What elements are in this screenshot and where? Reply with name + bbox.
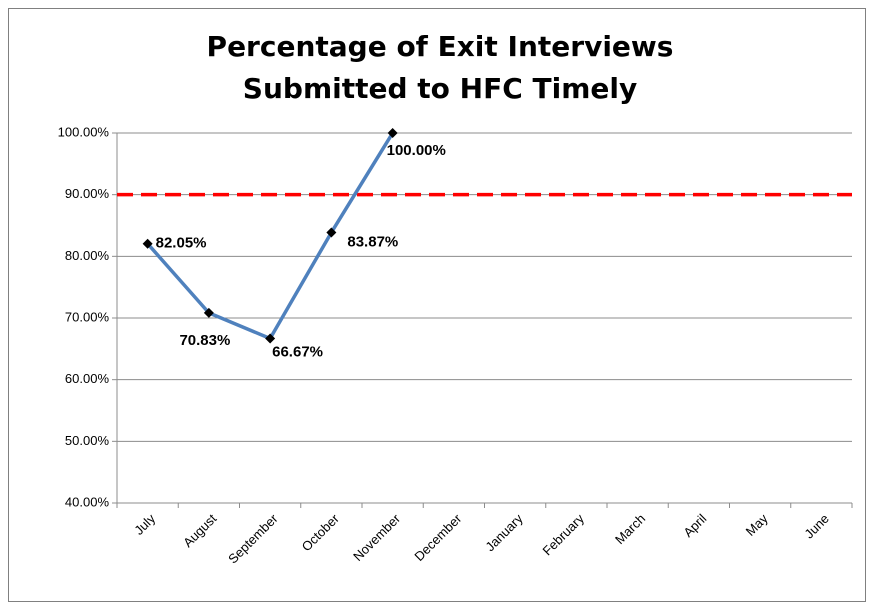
x-tick-label: March [612,511,648,547]
x-tick-label: August [180,511,219,550]
data-point [142,238,153,249]
x-tick-label: December [411,510,464,563]
data-point [387,128,398,138]
y-tick-label: 60.00% [65,371,110,386]
x-tick-label: April [680,511,709,540]
x-tick-label: February [540,511,588,559]
data-label: 66.67% [272,344,323,361]
x-tick-label: November [350,510,403,563]
data-label: 70.83% [179,332,230,349]
data-point [326,227,337,238]
x-tick-label: July [131,511,158,538]
x-tick-label: January [482,511,526,555]
chart-title: Percentage of Exit Interviews Submitted … [206,30,674,105]
data-label: 83.87% [347,233,398,250]
y-tick-label: 100.00% [58,124,110,139]
x-tick-label: May [743,511,771,539]
data-point [265,333,276,344]
y-tick-label: 40.00% [65,494,110,509]
x-tick-label: October [299,510,343,554]
chart-border [8,8,866,602]
x-tick-label: September [225,510,281,566]
data-point [203,307,214,318]
y-tick-label: 90.00% [65,186,110,201]
y-tick-label: 50.00% [65,433,110,448]
data-label: 82.05% [156,235,207,252]
y-tick-label: 80.00% [65,248,110,263]
y-tick-label: 70.00% [65,309,110,324]
x-tick-label: June [801,511,832,542]
data-label: 100.00% [387,142,446,159]
